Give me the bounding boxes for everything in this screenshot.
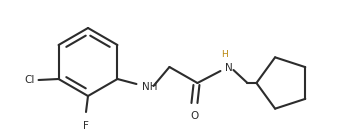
Text: NH: NH bbox=[142, 82, 158, 92]
Text: H: H bbox=[221, 50, 228, 59]
Text: N: N bbox=[226, 63, 233, 73]
Text: O: O bbox=[190, 111, 199, 121]
Text: F: F bbox=[83, 121, 89, 131]
Text: Cl: Cl bbox=[24, 75, 35, 85]
